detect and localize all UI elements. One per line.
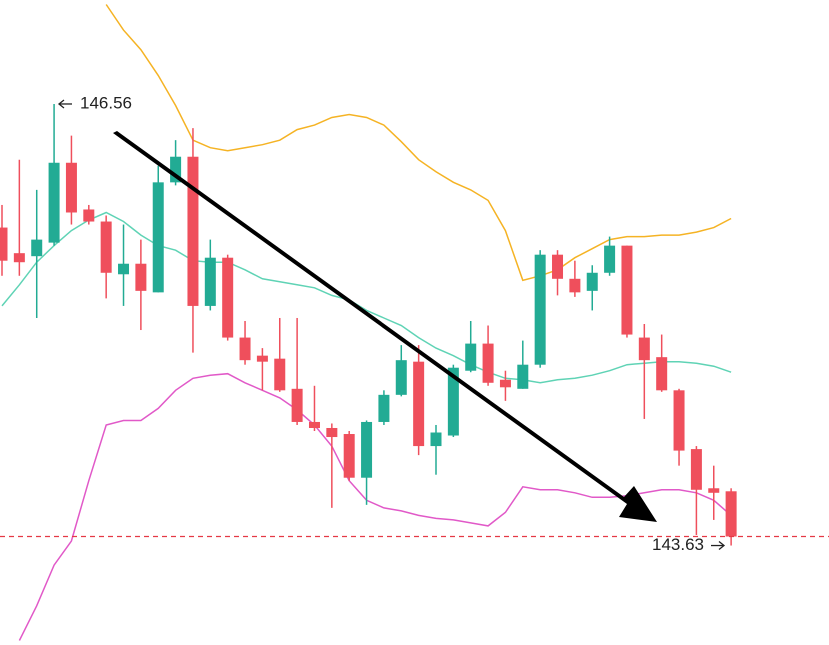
candle-body — [274, 358, 286, 391]
candle-body — [0, 227, 8, 261]
candle-body — [308, 421, 320, 428]
candle-body — [222, 257, 234, 338]
candle-body — [413, 361, 425, 447]
candle-body — [465, 343, 477, 371]
indicator-line — [18, 372, 732, 641]
candle-body — [517, 364, 529, 389]
candle-body — [187, 156, 199, 306]
candle-body — [326, 427, 338, 438]
candle-body — [65, 162, 77, 213]
candle-body — [604, 245, 616, 273]
annotation-arrow-head — [718, 541, 726, 551]
trend-arrow — [113, 131, 657, 522]
candle-body — [534, 254, 546, 365]
candle-body — [656, 357, 668, 391]
candle-body — [621, 245, 633, 335]
candle-body — [343, 434, 355, 478]
candle-body — [482, 343, 494, 383]
candle-body — [361, 421, 373, 478]
candles — [0, 103, 737, 546]
annotation-arrow-head — [57, 99, 65, 109]
candle-body — [395, 360, 407, 395]
annotation-label: 143.63 — [652, 535, 704, 554]
candle-body — [725, 491, 737, 537]
candle-body — [239, 337, 251, 361]
candle-body — [638, 337, 650, 361]
candle-body — [430, 432, 442, 447]
candle-body — [291, 388, 303, 422]
candle-body — [708, 488, 720, 493]
candle-body — [690, 449, 702, 490]
candle-body — [13, 253, 25, 263]
candle-body — [118, 263, 130, 275]
candle-body — [170, 156, 182, 183]
candle-body — [256, 355, 268, 362]
indicator-lines — [1, 4, 732, 641]
indicator-line — [105, 4, 732, 282]
candle-body — [586, 272, 598, 291]
annotation-label: 146.56 — [80, 93, 132, 112]
candle-body — [569, 278, 581, 293]
candle-body — [48, 162, 60, 243]
candle-body — [31, 239, 43, 257]
candle-body — [447, 367, 459, 436]
candle-body — [673, 390, 685, 451]
annotations: 146.56 143.63 — [0, 93, 829, 554]
candle-body — [378, 394, 390, 422]
candle-body — [100, 221, 112, 273]
candle-body — [204, 257, 216, 306]
candle-body — [499, 379, 511, 388]
candle-body — [152, 182, 164, 293]
candle-body — [552, 254, 564, 279]
candle-body — [135, 263, 147, 291]
indicator-line — [1, 211, 732, 384]
candle-body — [83, 209, 95, 222]
